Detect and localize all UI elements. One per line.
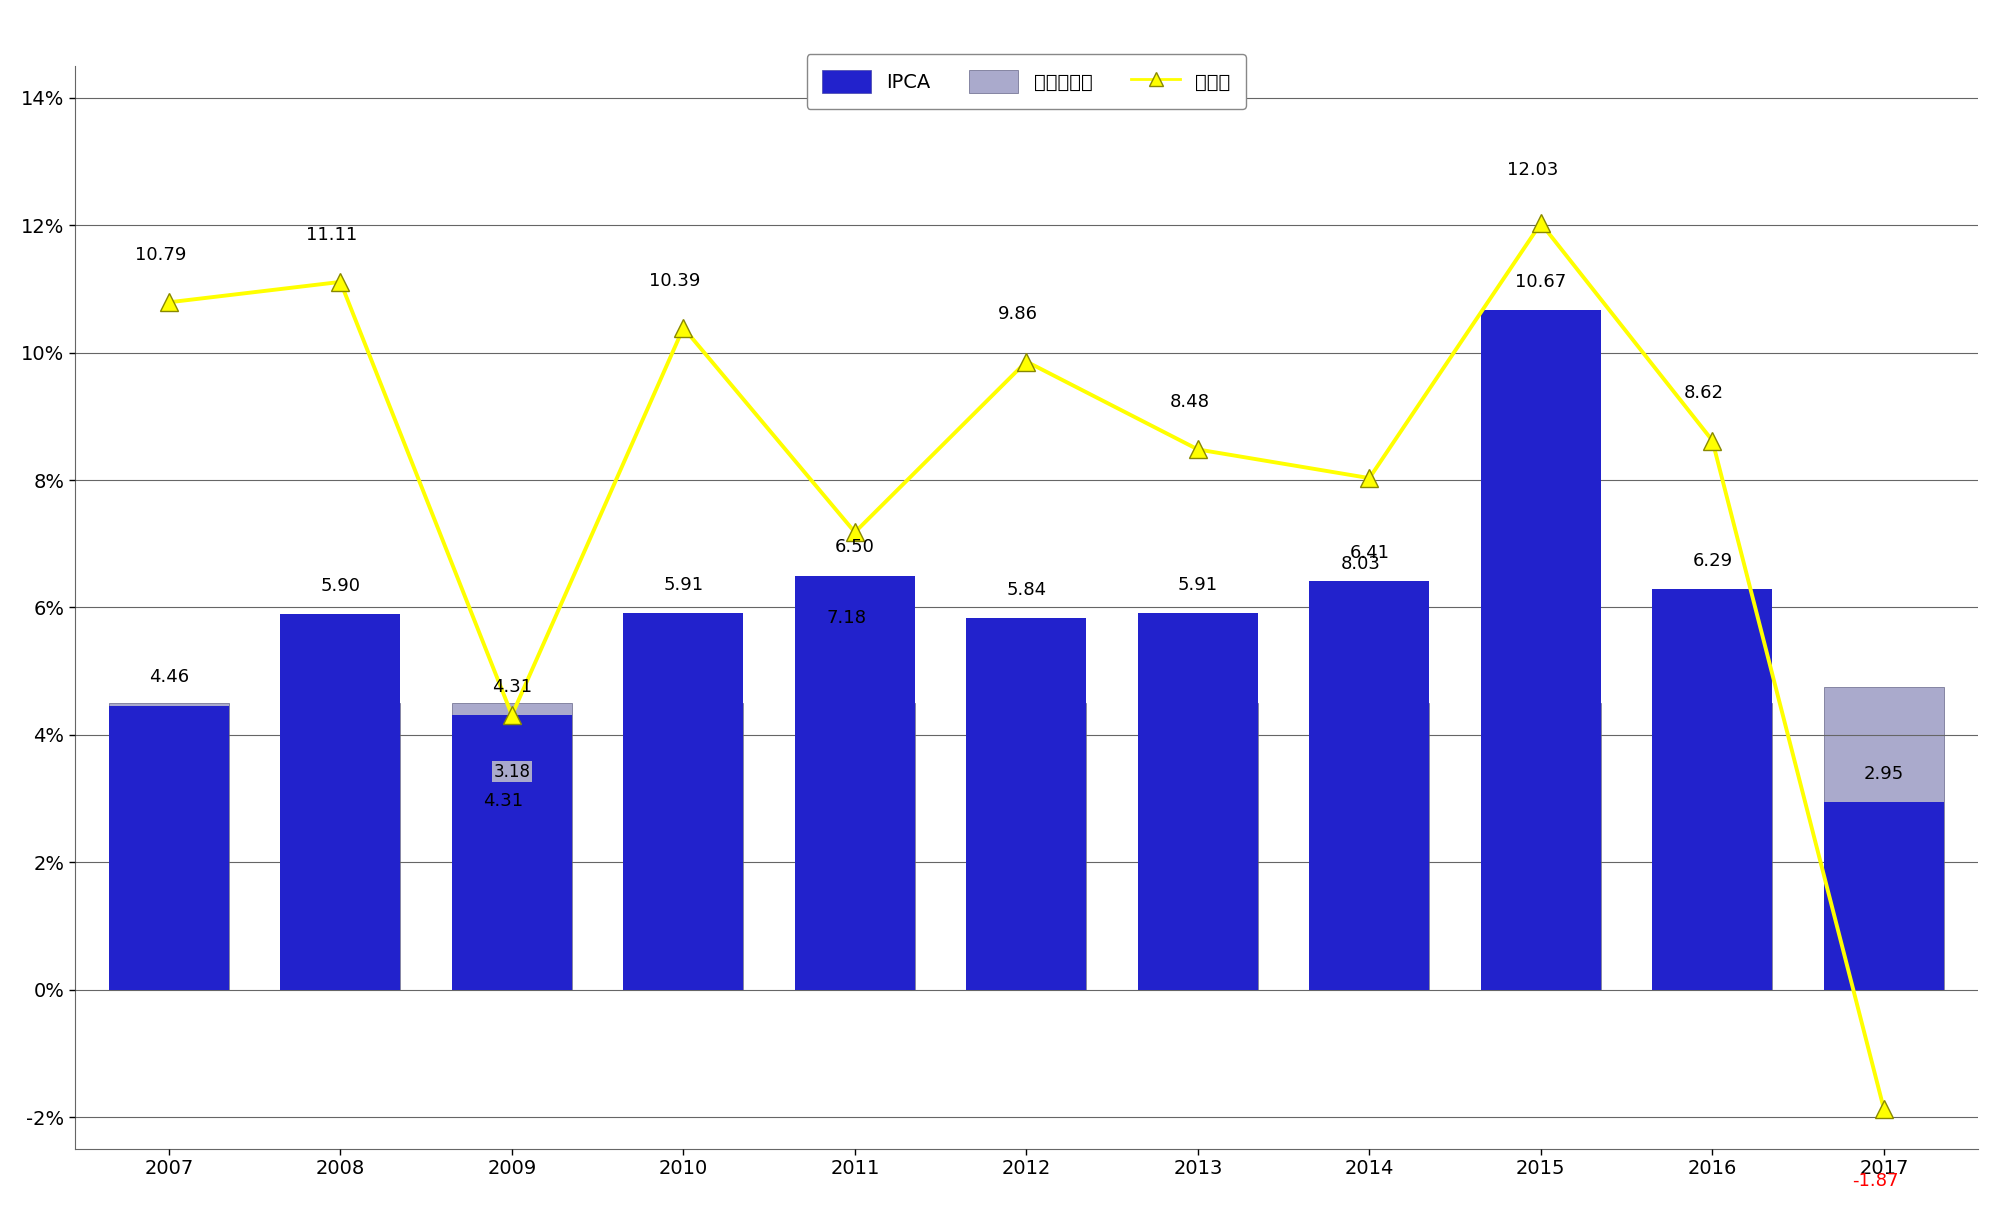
Bar [452, 715, 571, 989]
Text: 12.03: 12.03 [1506, 161, 1556, 179]
Text: 10.39: 10.39 [649, 272, 699, 290]
Bar [1309, 703, 1429, 989]
Text: 4.31: 4.31 [492, 678, 531, 696]
Bar [1822, 687, 1942, 989]
Text: 4.31: 4.31 [484, 791, 523, 809]
Bar [280, 703, 400, 989]
Bar [280, 614, 400, 989]
Bar [965, 617, 1085, 989]
Legend: IPCA, 目標中心値, 食料品: IPCA, 目標中心値, 食料品 [805, 54, 1245, 109]
Text: 5.91: 5.91 [1177, 576, 1217, 594]
Bar [1652, 703, 1772, 989]
Text: 9.86: 9.86 [997, 306, 1037, 324]
Text: 2.95: 2.95 [1862, 765, 1902, 783]
Bar [623, 614, 743, 989]
Bar [1137, 703, 1257, 989]
Text: 8.62: 8.62 [1682, 384, 1722, 402]
Bar [108, 705, 230, 989]
Text: 5.84: 5.84 [1005, 581, 1045, 598]
Text: 3.18: 3.18 [494, 762, 529, 780]
Text: 6.41: 6.41 [1349, 545, 1389, 562]
Bar [965, 703, 1085, 989]
Text: 5.91: 5.91 [663, 576, 703, 594]
Bar [1309, 581, 1429, 989]
Bar [1481, 703, 1600, 989]
Text: 11.11: 11.11 [306, 226, 358, 244]
Text: 5.90: 5.90 [320, 576, 360, 594]
Bar [795, 703, 915, 989]
Text: 8.48: 8.48 [1169, 394, 1209, 411]
Bar [452, 703, 571, 989]
Bar [795, 575, 915, 989]
Text: 10.67: 10.67 [1514, 273, 1566, 291]
Text: 6.50: 6.50 [835, 539, 875, 557]
Bar [1481, 310, 1600, 989]
Text: 10.79: 10.79 [134, 246, 186, 265]
Bar [623, 703, 743, 989]
Text: 6.29: 6.29 [1692, 552, 1732, 570]
Bar [1822, 802, 1942, 989]
Text: -1.87: -1.87 [1850, 1173, 1898, 1191]
Bar [1652, 590, 1772, 989]
Text: 4.46: 4.46 [148, 668, 190, 686]
Bar [1137, 614, 1257, 989]
Text: 8.03: 8.03 [1341, 554, 1381, 573]
Text: 7.18: 7.18 [825, 609, 865, 627]
Bar [108, 703, 230, 989]
